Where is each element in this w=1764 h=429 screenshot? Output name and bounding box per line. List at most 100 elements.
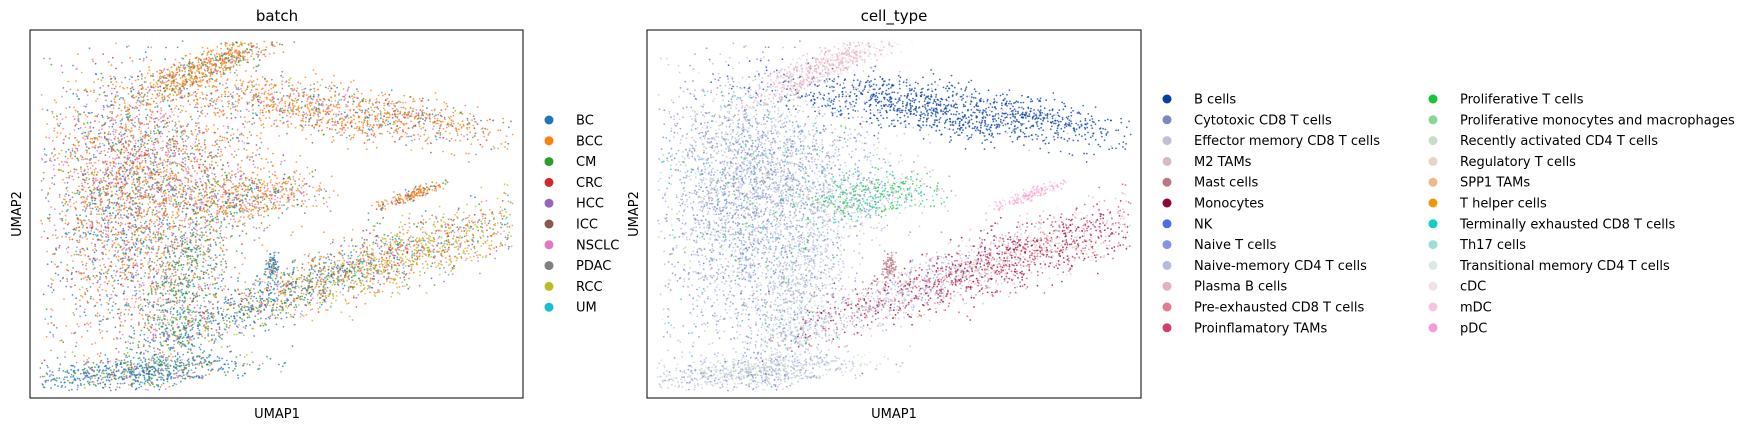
scatter-point xyxy=(178,191,181,193)
scatter-point xyxy=(162,322,164,325)
scatter-point xyxy=(175,146,177,148)
scatter-point xyxy=(125,113,128,116)
scatter-point xyxy=(187,187,189,190)
scatter-point xyxy=(193,205,196,208)
scatter-point xyxy=(83,205,86,208)
scatter-point xyxy=(101,114,103,117)
scatter-point xyxy=(85,149,88,152)
scatter-point xyxy=(82,277,85,280)
scatter-point xyxy=(176,81,179,84)
scatter-point xyxy=(156,170,158,173)
scatter-point xyxy=(170,162,173,165)
scatter-point xyxy=(269,194,271,197)
scatter-point xyxy=(203,195,206,198)
scatter-point xyxy=(185,167,187,170)
scatter-point xyxy=(161,280,164,283)
scatter-point xyxy=(91,141,94,144)
scatter-point xyxy=(143,222,146,225)
scatter-point xyxy=(240,178,243,180)
scatter-point xyxy=(96,213,98,216)
scatter-point xyxy=(196,160,198,163)
scatter-point xyxy=(102,218,104,221)
scatter-point xyxy=(185,240,188,243)
scatter-point xyxy=(188,284,191,287)
scatter-point xyxy=(180,180,183,183)
scatter-point xyxy=(173,261,176,264)
scatter-point xyxy=(224,200,227,203)
scatter-point xyxy=(191,185,194,188)
scatter-point xyxy=(85,215,88,218)
scatter-point xyxy=(111,309,114,312)
scatter-point xyxy=(127,195,130,198)
scatter-point xyxy=(186,306,189,308)
scatter-point xyxy=(242,172,245,175)
scatter-point xyxy=(117,203,120,206)
scatter-point xyxy=(131,186,133,189)
scatter-point xyxy=(93,120,96,123)
scatter-point xyxy=(163,204,165,207)
scatter-point xyxy=(59,340,61,342)
scatter-point xyxy=(248,214,251,217)
scatter-point xyxy=(150,316,152,319)
scatter-point xyxy=(239,216,242,218)
scatter-point xyxy=(46,217,49,219)
scatter-point xyxy=(328,128,331,130)
scatter-point xyxy=(189,255,192,257)
scatter-point xyxy=(239,166,242,169)
scatter-point xyxy=(151,177,154,179)
scatter-point xyxy=(170,200,172,203)
scatter-point xyxy=(85,105,87,108)
scatter-point xyxy=(256,167,259,169)
scatter-point xyxy=(174,184,176,187)
scatter-point xyxy=(168,190,170,193)
scatter-point xyxy=(74,168,77,171)
scatter-point xyxy=(172,275,175,277)
scatter-point xyxy=(272,152,274,155)
scatter-point xyxy=(247,210,250,213)
scatter-point xyxy=(199,234,201,237)
scatter-point xyxy=(121,204,123,207)
scatter-point xyxy=(153,261,156,264)
scatter-point xyxy=(176,269,179,271)
scatter-point xyxy=(178,330,181,332)
scatter-point xyxy=(131,129,133,132)
scatter-point xyxy=(286,182,289,185)
scatter-point xyxy=(248,208,251,211)
scatter-point xyxy=(88,366,90,368)
scatter-point xyxy=(257,207,260,210)
scatter-point xyxy=(107,105,109,108)
scatter-point xyxy=(114,177,116,180)
scatter-point xyxy=(179,188,181,190)
scatter-point xyxy=(141,103,144,105)
scatter-point xyxy=(89,125,92,128)
scatter-point xyxy=(165,324,167,327)
scatter-point xyxy=(71,157,73,160)
scatter-point xyxy=(112,157,114,160)
scatter-point xyxy=(122,183,124,185)
scatter-point xyxy=(243,116,246,119)
scatter-point xyxy=(62,170,65,173)
scatter-point xyxy=(257,209,260,212)
scatter-point xyxy=(204,287,207,290)
scatter-point xyxy=(274,187,276,189)
scatter-point xyxy=(81,236,84,239)
scatter-point xyxy=(84,88,87,90)
scatter-point xyxy=(263,186,266,189)
scatter-point xyxy=(175,217,177,219)
scatter-point xyxy=(201,184,204,187)
scatter-point xyxy=(137,145,140,148)
scatter-point xyxy=(154,178,157,181)
scatter-point xyxy=(46,123,49,125)
scatter-point xyxy=(166,117,169,120)
scatter-point xyxy=(168,293,171,295)
scatter-point xyxy=(134,158,137,161)
scatter-point xyxy=(182,165,185,168)
scatter-point xyxy=(180,202,183,204)
scatter-point xyxy=(84,114,87,116)
scatter-point xyxy=(77,127,80,130)
scatter-point xyxy=(141,381,144,384)
scatter-point xyxy=(182,226,185,228)
scatter-point xyxy=(60,169,63,172)
scatter-point xyxy=(59,280,62,282)
scatter-point xyxy=(154,225,156,228)
